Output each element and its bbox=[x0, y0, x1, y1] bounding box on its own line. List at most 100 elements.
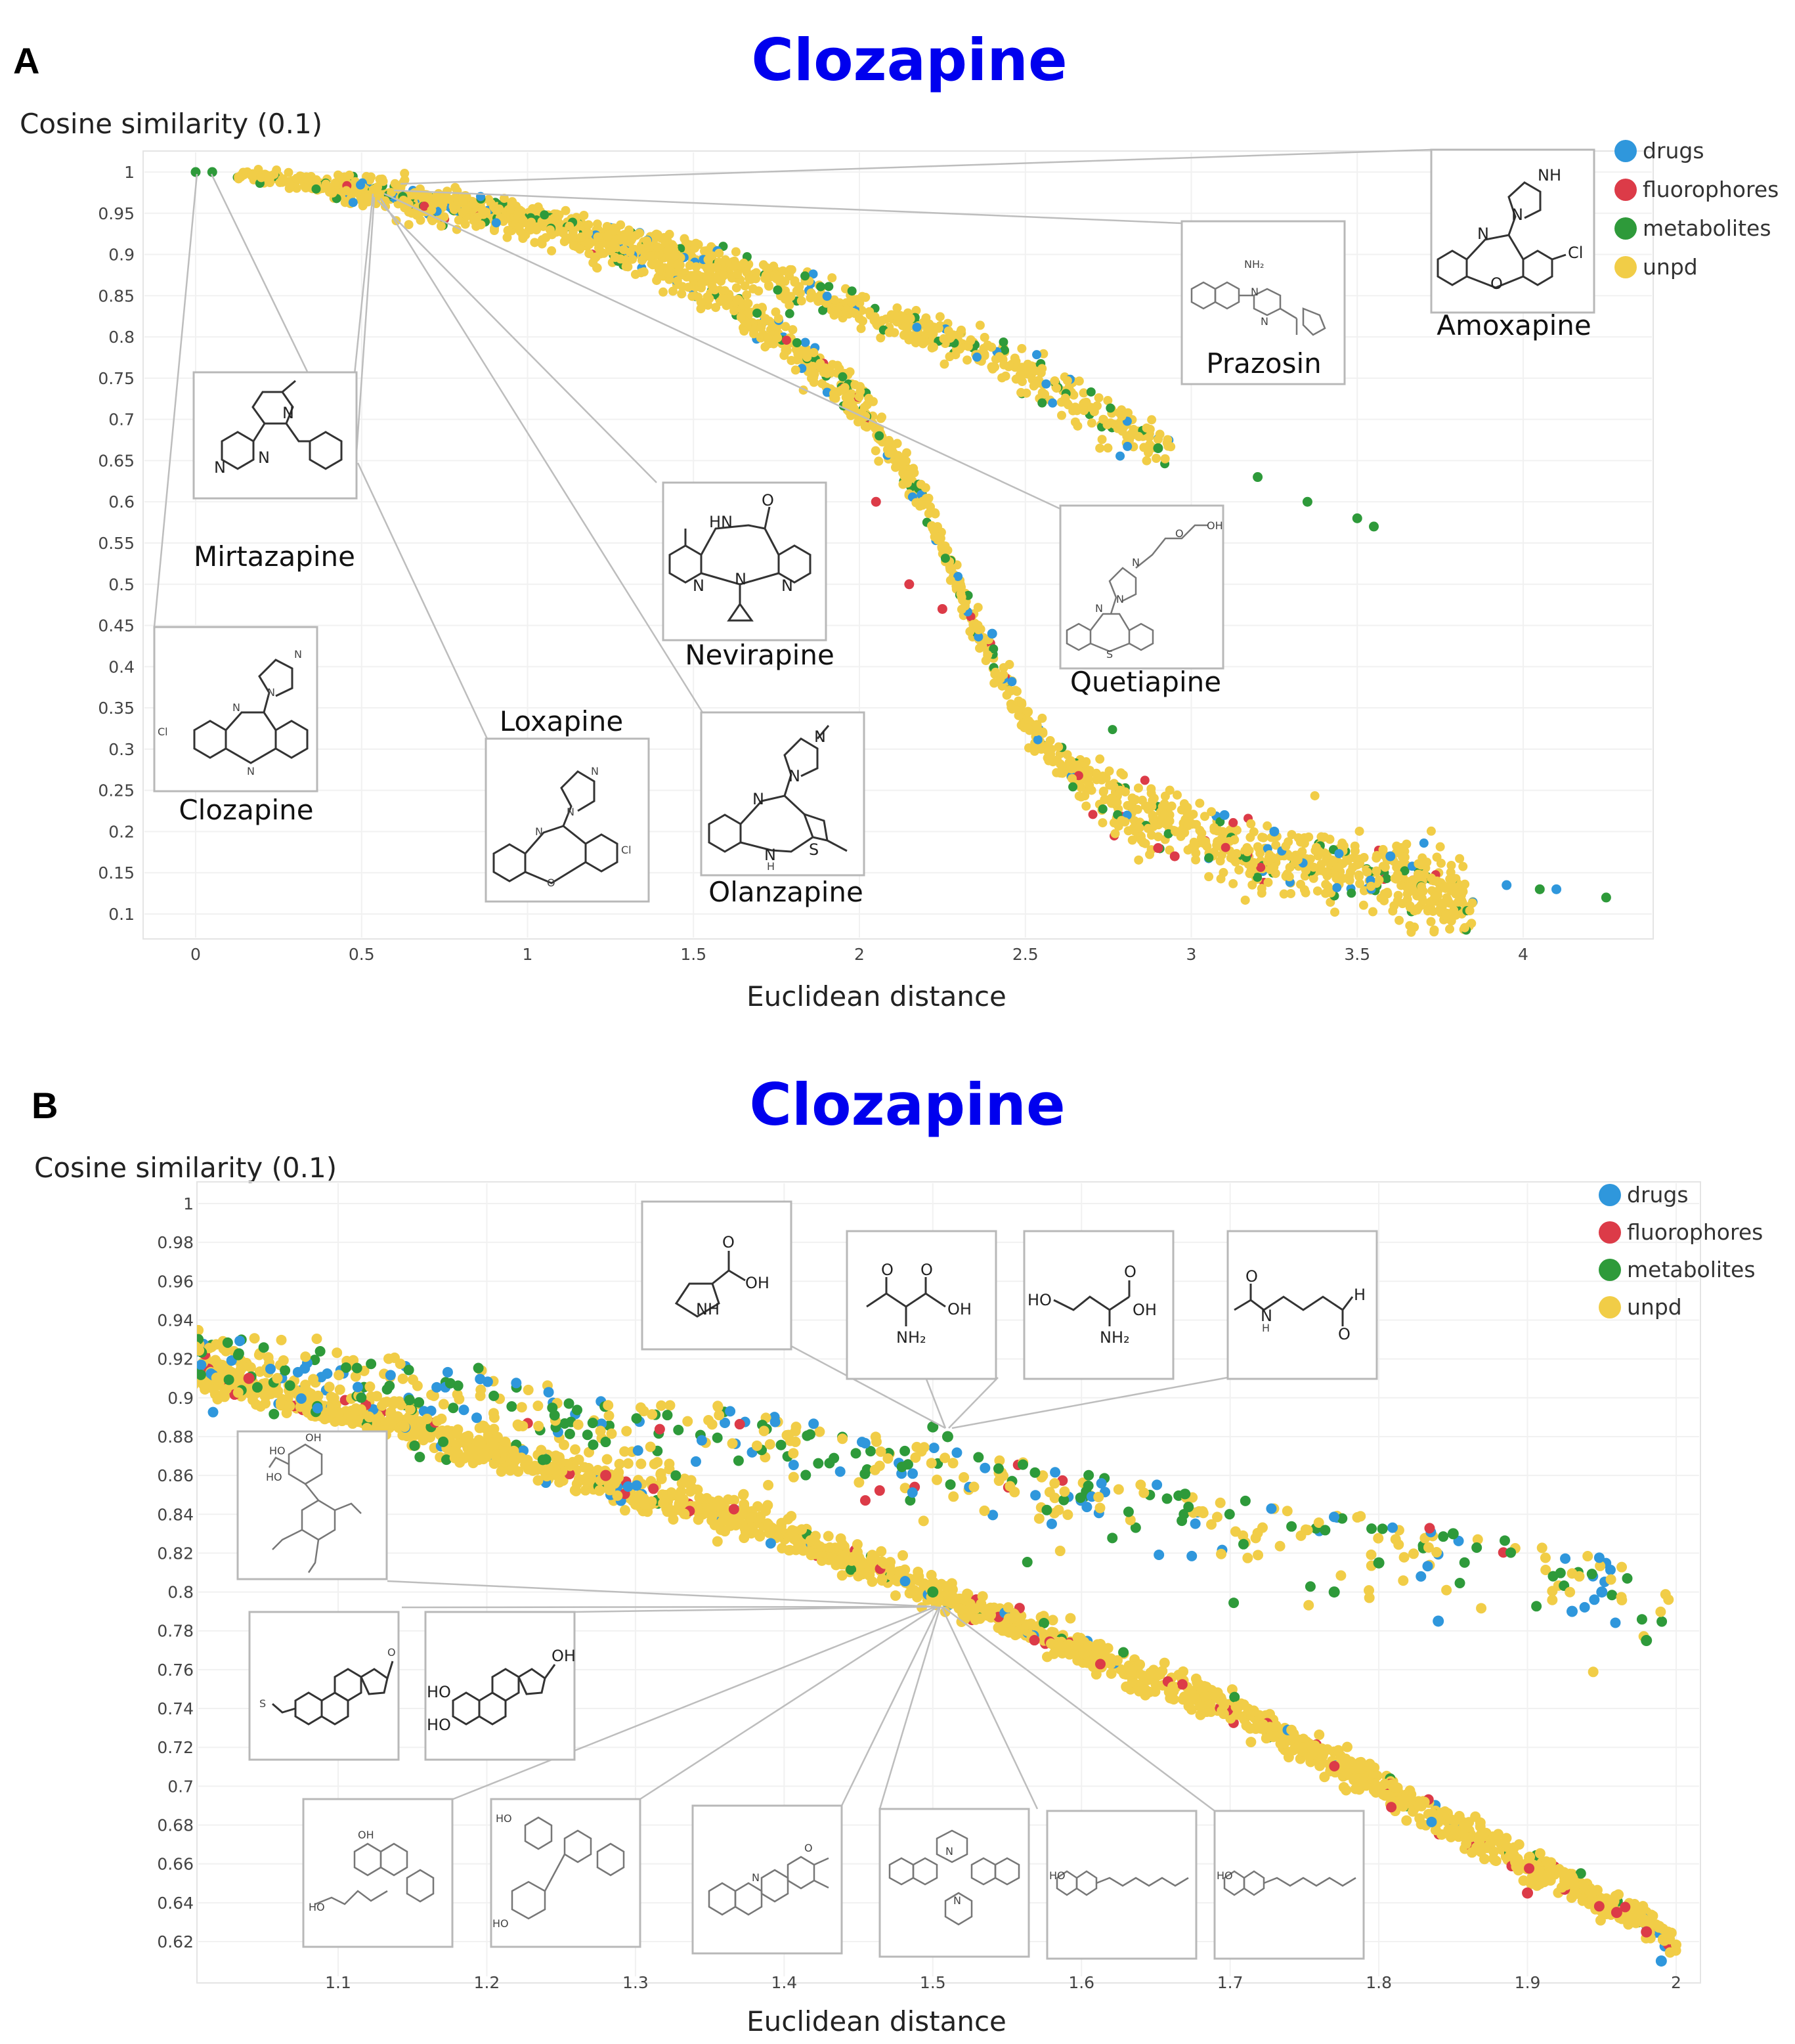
data-point bbox=[785, 1544, 796, 1555]
data-point bbox=[739, 1498, 750, 1510]
data-point bbox=[425, 1432, 436, 1443]
data-point bbox=[957, 592, 966, 602]
data-point bbox=[1152, 454, 1161, 464]
data-point bbox=[1238, 1538, 1249, 1550]
data-point bbox=[704, 294, 714, 303]
data-point bbox=[808, 1418, 819, 1429]
data-point bbox=[1105, 1659, 1116, 1670]
data-point bbox=[657, 1489, 668, 1500]
data-point bbox=[1582, 1551, 1593, 1562]
data-point bbox=[471, 1412, 483, 1424]
data-point bbox=[211, 1372, 222, 1383]
data-point bbox=[1656, 1616, 1668, 1627]
data-point bbox=[1110, 796, 1120, 806]
data-point bbox=[530, 238, 540, 248]
data-point bbox=[1161, 1493, 1173, 1504]
data-point bbox=[645, 1441, 656, 1452]
data-point bbox=[1445, 1814, 1456, 1825]
data-point bbox=[1113, 424, 1123, 433]
panel-b-y-tick: 0.7 bbox=[167, 1777, 194, 1796]
data-point bbox=[762, 263, 771, 272]
data-point bbox=[1285, 863, 1295, 873]
data-point bbox=[781, 322, 790, 332]
data-point bbox=[458, 1404, 469, 1416]
panel-a-x-tick: 2.5 bbox=[1012, 945, 1039, 964]
data-point bbox=[1471, 1842, 1482, 1853]
data-point bbox=[876, 1573, 888, 1584]
data-point bbox=[517, 1420, 529, 1431]
data-point bbox=[212, 1394, 223, 1405]
data-point bbox=[734, 1419, 745, 1430]
panel-a-x-tick: 3 bbox=[1186, 945, 1197, 964]
data-point bbox=[656, 1400, 667, 1411]
data-point bbox=[1017, 1459, 1028, 1470]
data-point bbox=[594, 241, 604, 251]
data-point bbox=[1622, 1573, 1633, 1584]
data-point bbox=[827, 273, 837, 283]
data-point bbox=[1060, 1641, 1071, 1652]
data-point bbox=[769, 1416, 781, 1427]
data-point bbox=[1228, 879, 1238, 888]
data-point bbox=[847, 297, 857, 307]
data-point bbox=[1205, 1699, 1216, 1710]
data-point bbox=[1331, 873, 1341, 883]
panel-b-y-tick: 0.94 bbox=[157, 1311, 194, 1330]
data-point bbox=[1422, 858, 1432, 867]
data-point bbox=[719, 294, 729, 304]
data-point bbox=[511, 1378, 522, 1389]
data-point bbox=[448, 1403, 459, 1414]
data-point bbox=[1039, 1617, 1050, 1628]
data-point bbox=[1567, 1873, 1578, 1884]
data-point bbox=[1079, 388, 1089, 398]
data-point bbox=[1022, 1557, 1033, 1568]
data-point bbox=[340, 198, 350, 207]
data-point bbox=[940, 554, 950, 563]
data-point bbox=[1177, 1679, 1188, 1690]
data-point bbox=[1257, 888, 1266, 898]
data-point bbox=[939, 334, 949, 343]
data-point bbox=[366, 1359, 377, 1370]
data-point bbox=[1103, 396, 1113, 406]
data-point bbox=[706, 1419, 718, 1430]
data-point bbox=[1153, 443, 1163, 454]
data-point bbox=[468, 200, 478, 209]
panel-b-y-tick: 0.9 bbox=[167, 1389, 194, 1408]
data-point bbox=[1355, 879, 1365, 888]
data-point bbox=[951, 1447, 962, 1458]
data-point bbox=[1418, 896, 1428, 906]
data-point bbox=[1579, 1601, 1590, 1613]
data-point bbox=[593, 232, 603, 242]
structure-loxapine: Loxapine N O N N Cl bbox=[485, 705, 650, 903]
data-point bbox=[1467, 898, 1477, 908]
data-point bbox=[547, 246, 557, 256]
data-point bbox=[977, 1591, 988, 1602]
data-point bbox=[1125, 1666, 1136, 1677]
data-point bbox=[1245, 1737, 1257, 1748]
data-point bbox=[1329, 1760, 1340, 1772]
data-point bbox=[438, 1436, 449, 1447]
data-point bbox=[1531, 1880, 1542, 1891]
data-point bbox=[1560, 1553, 1571, 1564]
data-point bbox=[1385, 851, 1396, 861]
data-point bbox=[1152, 1479, 1163, 1490]
data-point bbox=[1288, 1745, 1299, 1756]
data-point bbox=[1254, 1722, 1265, 1733]
data-point bbox=[473, 1362, 484, 1374]
data-point bbox=[395, 1359, 406, 1370]
data-point bbox=[1096, 772, 1106, 782]
data-point bbox=[427, 216, 437, 226]
data-point bbox=[269, 1408, 280, 1420]
data-point bbox=[1144, 432, 1154, 442]
data-point bbox=[1322, 867, 1331, 877]
data-point bbox=[399, 195, 408, 205]
data-point bbox=[1293, 833, 1303, 843]
data-point bbox=[1147, 415, 1157, 425]
data-point bbox=[324, 1381, 335, 1393]
panel-b-x-tick: 1.5 bbox=[920, 1973, 946, 1992]
data-point bbox=[1392, 841, 1402, 851]
data-point bbox=[973, 1452, 984, 1463]
data-point bbox=[874, 1460, 885, 1471]
data-point bbox=[1586, 1569, 1597, 1580]
data-point bbox=[1183, 821, 1193, 831]
data-point bbox=[764, 281, 774, 291]
